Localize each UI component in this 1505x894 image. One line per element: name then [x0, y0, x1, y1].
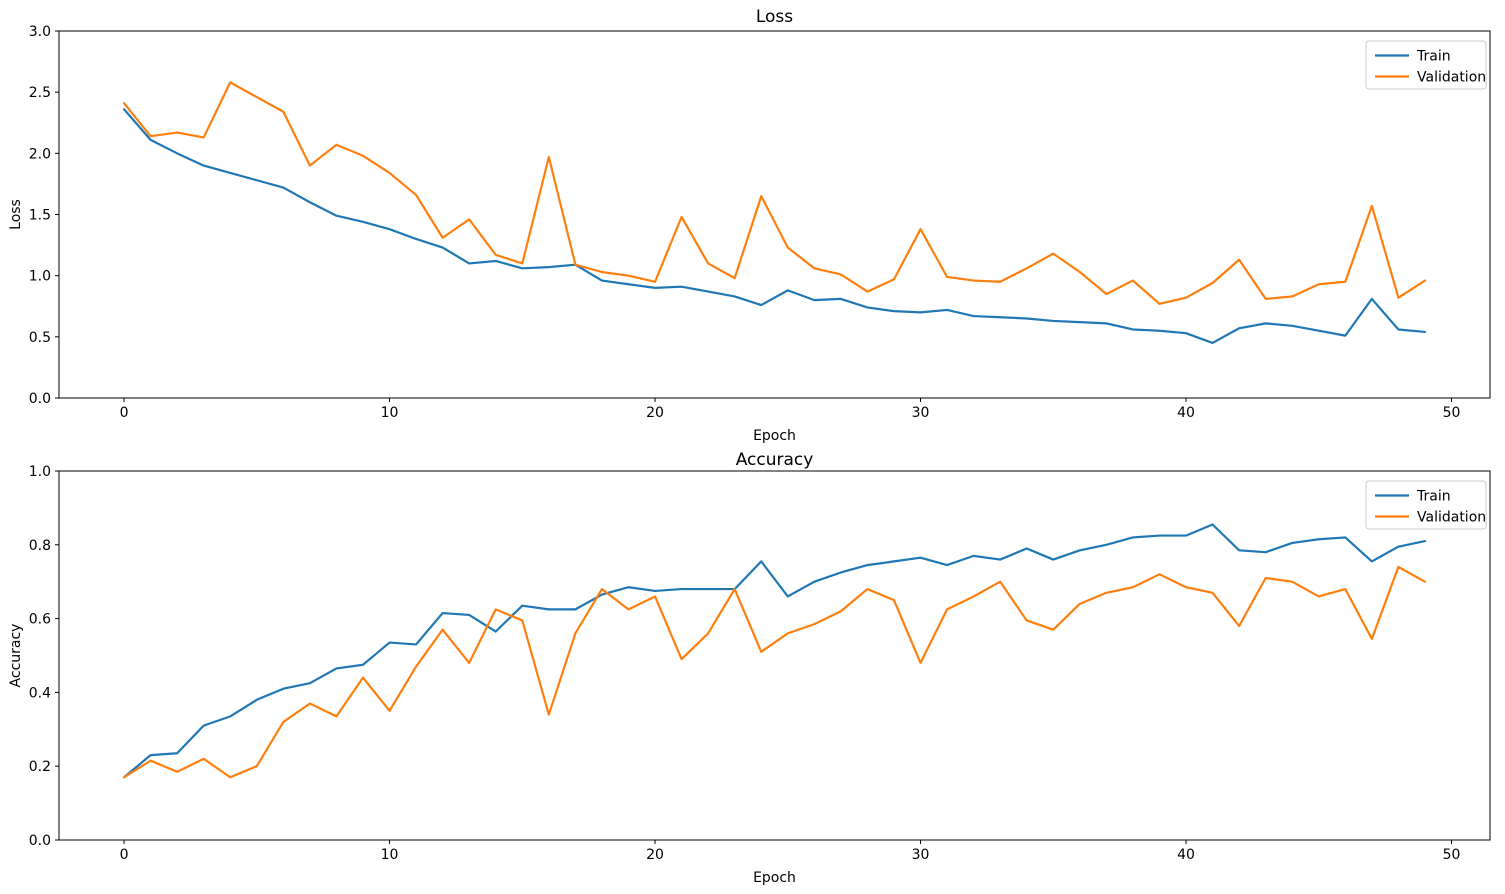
- loss-legend-validation-label: Validation: [1417, 70, 1486, 86]
- loss-y-tick-label: 0.5: [29, 330, 51, 346]
- accuracy-x-tick-label: 0: [120, 847, 129, 863]
- accuracy-y-tick-label: 1.0: [29, 464, 51, 480]
- loss-x-axis-label: Epoch: [753, 428, 796, 444]
- loss-chart: 0 10 20 30 40 50 0.0 0.5 1.0 1.5 2.0 2.5 3.0 Loss Epoc…: [8, 7, 1491, 444]
- accuracy-y-tick-label: 0.0: [29, 833, 51, 849]
- loss-x-tick-label: 40: [1177, 405, 1195, 421]
- loss-y-tick-label: 1.5: [29, 208, 51, 224]
- loss-y-tick-label: 3.0: [29, 24, 51, 40]
- accuracy-legend-validation-label: Validation: [1417, 510, 1486, 526]
- loss-y-tick-label: 0.0: [29, 391, 51, 407]
- loss-x-tick-label: 30: [912, 405, 930, 421]
- accuracy-y-tick-label: 0.2: [29, 759, 51, 775]
- loss-y-tick-label: 2.5: [29, 85, 51, 101]
- loss-train-line: [122, 108, 1427, 345]
- accuracy-plot-border: [58, 470, 1491, 841]
- loss-y-axis-label: Loss: [8, 199, 24, 230]
- loss-y-tick-label: 2.0: [29, 146, 51, 162]
- accuracy-y-tick-label: 0.6: [29, 612, 51, 628]
- accuracy-legend-train-label: Train: [1416, 489, 1451, 505]
- loss-chart-title: Loss: [756, 7, 793, 27]
- loss-x-tick-label: 50: [1443, 405, 1461, 421]
- loss-x-tick-label: 20: [646, 405, 664, 421]
- accuracy-x-tick-label: 20: [646, 847, 664, 863]
- accuracy-x-tick-label: 50: [1443, 847, 1461, 863]
- loss-validation-line: [122, 81, 1427, 305]
- accuracy-x-tick-label: 10: [381, 847, 399, 863]
- loss-x-tick-label: 10: [381, 405, 399, 421]
- accuracy-x-tick-label: 40: [1177, 847, 1195, 863]
- accuracy-validation-line: [122, 565, 1427, 779]
- accuracy-chart: 0 10 20 30 40 50 0.0 0.2 0.4 0.6 0.8 1.0 Accuracy Epo…: [8, 450, 1491, 886]
- accuracy-x-tick-label: 30: [912, 847, 930, 863]
- loss-y-tick-label: 1.0: [29, 269, 51, 285]
- loss-x-tick-label: 0: [120, 405, 129, 421]
- accuracy-y-axis-label: Accuracy: [8, 624, 24, 688]
- loss-plot-border: [58, 30, 1491, 399]
- accuracy-x-axis-label: Epoch: [753, 870, 796, 886]
- accuracy-y-tick-label: 0.4: [29, 685, 51, 701]
- accuracy-y-tick-label: 0.8: [29, 538, 51, 554]
- loss-legend-train-label: Train: [1416, 49, 1451, 65]
- accuracy-chart-title: Accuracy: [736, 450, 814, 470]
- accuracy-train-line: [122, 523, 1427, 779]
